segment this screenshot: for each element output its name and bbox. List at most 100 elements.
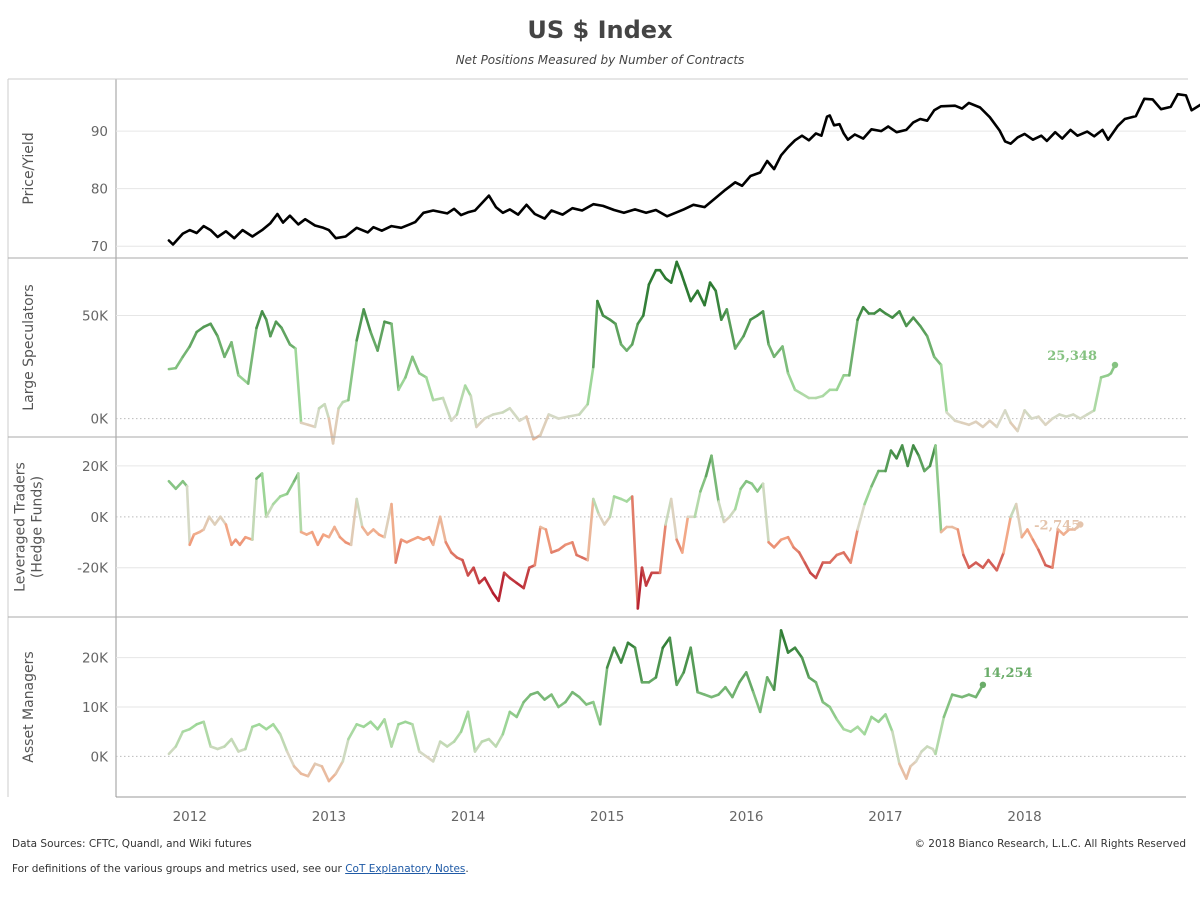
series-segment xyxy=(647,676,658,684)
series-segment xyxy=(988,419,999,429)
series-segment xyxy=(1092,376,1103,412)
series-segment xyxy=(246,326,258,385)
series-segment xyxy=(1026,528,1035,542)
series-segment xyxy=(640,566,648,587)
series-segment xyxy=(438,740,449,748)
series-segment xyxy=(224,523,233,547)
series-segment xyxy=(863,715,873,736)
series-segment xyxy=(466,566,475,577)
series-segment xyxy=(491,411,505,416)
series-segment xyxy=(772,629,783,692)
series-segment xyxy=(271,722,282,736)
series-segment xyxy=(278,732,289,753)
series-segment xyxy=(487,737,498,748)
series-segment xyxy=(803,561,812,575)
series-segment xyxy=(417,750,428,758)
series-segment xyxy=(714,289,723,322)
series-segment xyxy=(341,737,350,763)
series-segment xyxy=(786,646,797,654)
series-segment xyxy=(981,419,992,429)
series-segment xyxy=(533,525,542,567)
series-segment xyxy=(758,676,769,714)
series-segment xyxy=(564,690,574,704)
data-sources-note: Data Sources: CFTC, Quandl, and Wiki fut… xyxy=(12,838,252,850)
series-segment xyxy=(323,402,331,420)
series-segment xyxy=(334,760,345,776)
series-segment xyxy=(793,388,804,396)
copyright-note: © 2018 Bianco Research, L.L.C. All Right… xyxy=(914,838,1186,850)
series-segment xyxy=(1079,413,1089,420)
series-segment xyxy=(397,376,407,392)
series-segment xyxy=(280,326,292,346)
series-segment xyxy=(355,497,364,529)
series-segment xyxy=(1031,538,1040,552)
series-segment xyxy=(619,343,629,352)
y-axis-label: Large Speculators xyxy=(21,284,37,410)
series-segment xyxy=(557,415,570,420)
series-segment xyxy=(404,355,414,379)
series-segment xyxy=(347,722,359,741)
cot-explanatory-notes-link[interactable]: CoT Explanatory Notes xyxy=(345,863,466,875)
x-tick-label: 2018 xyxy=(1007,809,1041,825)
series-segment xyxy=(306,762,317,778)
series-segment xyxy=(586,365,595,406)
series-segment xyxy=(333,525,342,539)
series-segment xyxy=(445,740,456,748)
series-segment xyxy=(185,484,191,547)
series-segment xyxy=(518,415,528,423)
series-segment xyxy=(547,413,560,420)
series-segment xyxy=(1014,502,1024,539)
series-segment xyxy=(934,715,946,756)
y-tick-label: 80 xyxy=(91,182,108,198)
series-segment xyxy=(591,700,602,726)
series-segment xyxy=(431,515,442,547)
series-segment xyxy=(223,340,233,359)
series-segment xyxy=(557,700,567,709)
series-segment xyxy=(668,636,679,687)
series-segment xyxy=(174,355,185,370)
series-segment xyxy=(1085,409,1096,416)
y-axis-label: Price/Yield xyxy=(21,132,37,204)
series-segment xyxy=(800,656,811,679)
series-segment xyxy=(870,469,880,488)
y-tick-label: 20K xyxy=(82,651,109,667)
series-segment xyxy=(274,320,283,330)
last-value-dot xyxy=(979,681,987,688)
series-segment xyxy=(571,690,581,699)
y-axis-label: Leveraged Traders xyxy=(13,462,29,592)
series-segment xyxy=(349,497,359,547)
series-segment xyxy=(967,561,978,570)
series-segment xyxy=(539,413,551,437)
series-segment xyxy=(779,629,790,654)
series-segment xyxy=(269,320,278,338)
series-segment xyxy=(636,314,645,326)
series-segment xyxy=(369,330,379,352)
series-segment xyxy=(188,533,196,547)
series-segment xyxy=(906,444,915,468)
series-segment xyxy=(725,308,737,350)
series-segment xyxy=(188,722,198,731)
series-segment xyxy=(781,345,790,375)
series-segment xyxy=(981,558,990,570)
series-segment xyxy=(449,413,459,423)
series-segment xyxy=(376,320,386,352)
series-segment xyxy=(441,396,453,423)
series-segment xyxy=(417,371,428,379)
series-segment xyxy=(974,561,985,570)
last-value-label: 25,348 xyxy=(1047,349,1097,364)
series-segment xyxy=(327,525,336,539)
series-segment xyxy=(1003,409,1013,425)
series-segment xyxy=(835,718,846,731)
series-segment xyxy=(710,454,720,503)
series-segment xyxy=(591,299,599,369)
series-segment xyxy=(557,543,567,552)
series-segment xyxy=(207,515,217,526)
series-segment xyxy=(463,384,473,398)
series-segment xyxy=(202,720,212,748)
series-segment xyxy=(744,671,755,694)
series-segment xyxy=(861,305,871,315)
series-segment xyxy=(828,705,839,721)
series-segment xyxy=(693,490,702,519)
series-segment xyxy=(918,324,929,338)
last-value-label: 14,254 xyxy=(983,666,1033,681)
